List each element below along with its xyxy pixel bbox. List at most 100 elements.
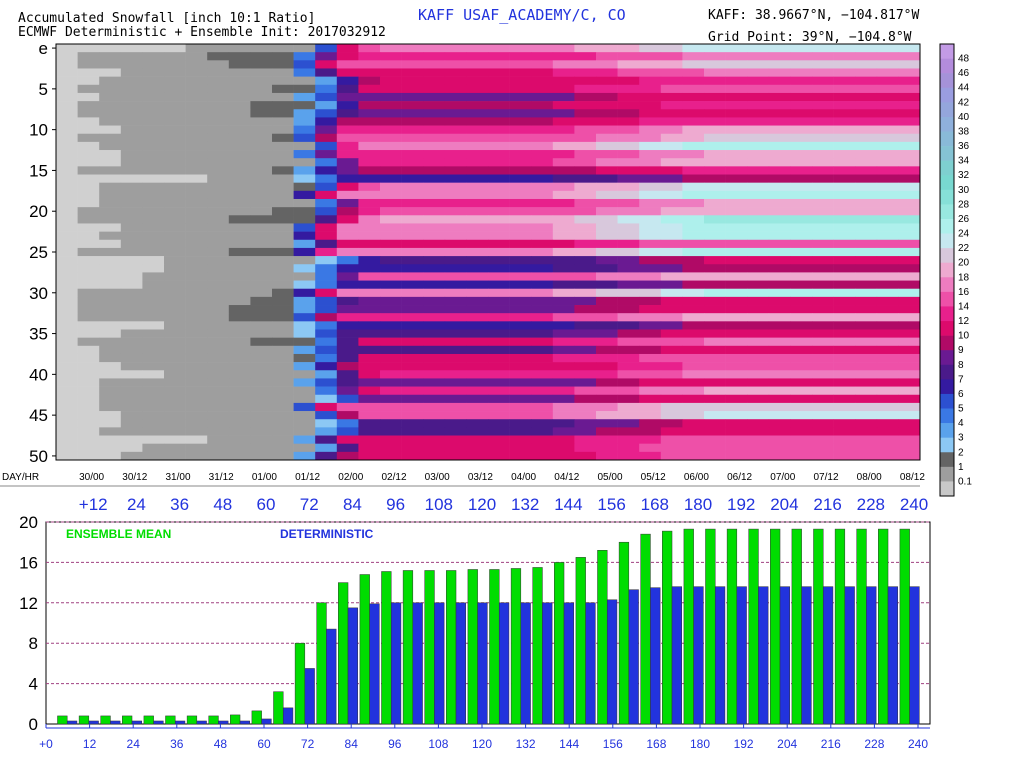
heatmap-cell [768,60,791,69]
heatmap-cell [812,370,834,379]
heatmap-cell [552,370,575,379]
heatmap-cell [639,321,662,330]
heatmap-cell [812,141,834,151]
heatmap-cell [574,345,597,355]
heatmap-cell [99,353,122,363]
heatmap-cell [855,190,878,200]
heatmap-cell [704,125,726,135]
heatmap-cell [898,321,921,330]
heatmap-cell [704,76,726,86]
heatmap-cell [660,443,683,453]
bar-y-tick-label: 0 [29,715,38,734]
heatmap-cell [185,92,208,102]
heatmap-cell [293,231,316,241]
heatmap-cell [250,419,273,428]
hour-tick-label: 120 [468,495,496,514]
heatmap-cell [358,272,381,281]
heatmap-cell [228,166,251,175]
heatmap-cell [293,264,316,273]
heatmap-cell [164,272,186,281]
heatmap-cell [120,256,143,265]
heatmap-cell [898,419,921,428]
heatmap-cell [812,68,834,77]
deterministic-bar [196,720,207,725]
heatmap-cell [207,174,230,183]
heatmap-cell [617,84,640,94]
heatmap-cell [531,223,554,232]
heatmap-cell [596,215,618,224]
heatmap-cell [380,451,402,461]
heatmap-cell [639,247,662,257]
heatmap-cell [56,125,78,135]
heatmap-cell [855,362,878,371]
deterministic-bar [650,587,661,725]
heatmap-cell [855,337,878,347]
heatmap-cell [401,435,424,444]
heatmap-cell [380,329,402,338]
heatmap-cell [639,296,662,306]
heatmap-cell [444,451,467,461]
heatmap-cell [574,247,597,257]
heatmap-cell [725,223,748,232]
heatmap-cell [315,182,338,192]
heatmap-cell [790,190,813,200]
heatmap-cell [185,158,208,167]
bar-x-tick-label: 12 [83,737,97,751]
heatmap-cell [768,288,791,298]
member-tick-label: 20 [29,202,48,221]
heatmap-cell [164,370,186,379]
heatmap-cell [185,313,208,322]
heatmap-cell [466,280,489,290]
heatmap-cell [596,158,618,167]
heatmap-cell [704,402,726,412]
heatmap-cell [466,402,489,412]
heatmap-cell [250,280,273,290]
heatmap-cell [488,158,510,167]
heatmap-cell [142,313,165,322]
heatmap-cell [639,239,662,249]
heatmap-cell [509,84,532,94]
heatmap-cell [704,337,726,347]
heatmap-cell [466,419,489,428]
heatmap-cell [77,256,100,265]
heatmap-cell [682,353,705,363]
heatmap-cell [596,109,618,118]
heatmap-cell [704,198,726,208]
deterministic-bar [693,586,704,725]
heatmap-cell [423,166,446,175]
heatmap-cell [531,321,554,330]
ensemble-mean-bar [78,715,90,725]
heatmap-cell [768,443,791,453]
heatmap-cell [682,386,705,396]
heatmap-cell [250,305,273,314]
heatmap-cell [164,256,186,265]
heatmap-cell [812,117,834,126]
heatmap-cell [855,451,878,461]
time-axis: 30/00 30/12 31/00 31/12 01/00 01/12 02/00 02/12… [0,472,928,514]
heatmap-cell [682,207,705,216]
heatmap-cell [812,231,834,241]
heatmap-cell [358,280,381,290]
heatmap-cell [120,166,143,175]
heatmap-cell [660,60,683,69]
heatmap-cell [660,158,683,167]
heatmap-cell [272,166,294,175]
heatmap-cell [682,198,705,208]
heatmap-cell [660,329,683,338]
heatmap-cell [401,411,424,420]
heatmap-cell [380,133,402,143]
heatmap-cell [617,435,640,444]
heatmap-cell [336,215,359,224]
heatmap-cell [380,256,402,265]
heatmap-cell [488,386,510,396]
heatmap-cell [250,378,273,387]
heatmap-cell [336,117,359,126]
heatmap-cell [704,215,726,224]
heatmap-cell [812,125,834,135]
heatmap-cell [250,190,273,200]
heatmap-cell [833,223,856,232]
heatmap-cell [574,386,597,396]
heatmap-cell [596,288,618,298]
heatmap-cell [898,288,921,298]
heatmap-cell [228,337,251,347]
